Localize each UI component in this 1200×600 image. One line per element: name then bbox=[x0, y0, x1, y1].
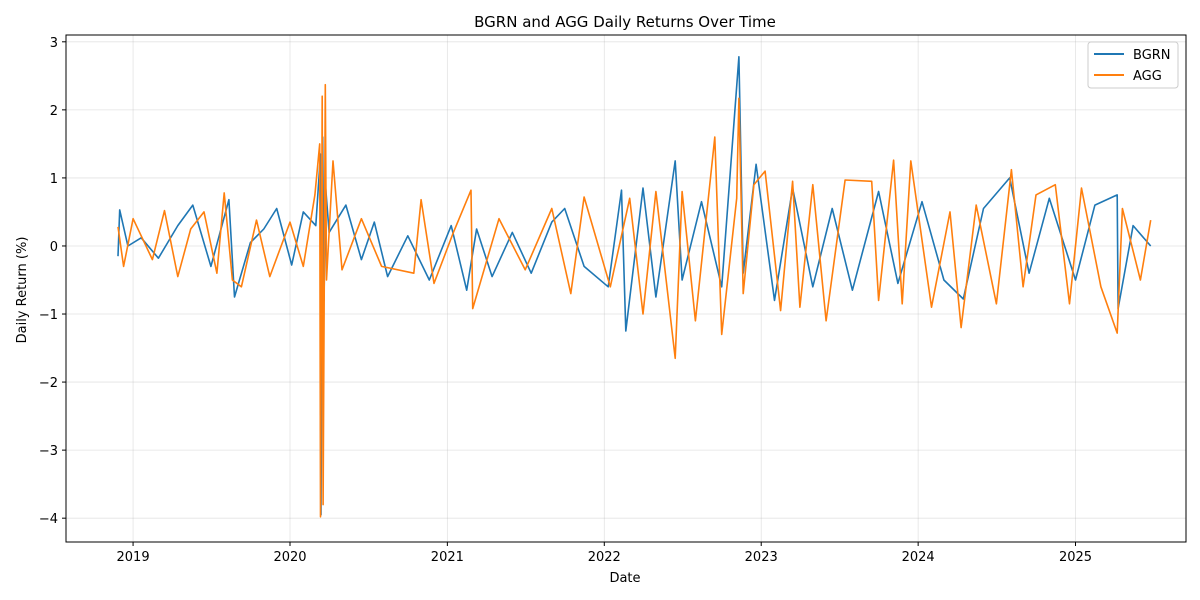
chart-title: BGRN and AGG Daily Returns Over Time bbox=[474, 13, 776, 31]
x-axis-label: Date bbox=[609, 571, 640, 586]
series-line-agg bbox=[117, 83, 1152, 518]
series-layer bbox=[117, 56, 1152, 518]
x-tick-label: 2023 bbox=[745, 550, 778, 565]
y-tick-label: −3 bbox=[39, 444, 58, 459]
x-tick-label: 2020 bbox=[273, 550, 306, 565]
legend-label-agg: AGG bbox=[1133, 69, 1162, 84]
y-tick-label: −4 bbox=[39, 512, 58, 527]
y-tick-label: −2 bbox=[39, 376, 58, 391]
y-axis-label: Daily Return (%) bbox=[15, 237, 30, 344]
x-tick-label: 2025 bbox=[1059, 550, 1092, 565]
axis-layer: 2019 2020 2021 2022 2023 2024 2025 3 2 1 0 −1 −2 −3 −4 bbox=[39, 36, 1092, 565]
y-tick-label: 1 bbox=[50, 172, 58, 187]
legend-label-bgrn: BGRN bbox=[1133, 48, 1171, 63]
y-tick-label: 0 bbox=[50, 240, 58, 255]
x-tick-label: 2019 bbox=[117, 550, 150, 565]
y-tick-label: 3 bbox=[50, 36, 58, 51]
x-tick-label: 2022 bbox=[588, 550, 621, 565]
y-tick-label: 2 bbox=[50, 104, 58, 119]
series-line-bgrn bbox=[117, 56, 1152, 516]
x-tick-label: 2021 bbox=[431, 550, 464, 565]
x-tick-label: 2024 bbox=[902, 550, 935, 565]
legend: BGRN AGG bbox=[1087, 41, 1179, 89]
y-tick-label: −1 bbox=[39, 308, 58, 323]
grid-layer bbox=[66, 35, 1186, 542]
plot-frame bbox=[65, 34, 1187, 543]
